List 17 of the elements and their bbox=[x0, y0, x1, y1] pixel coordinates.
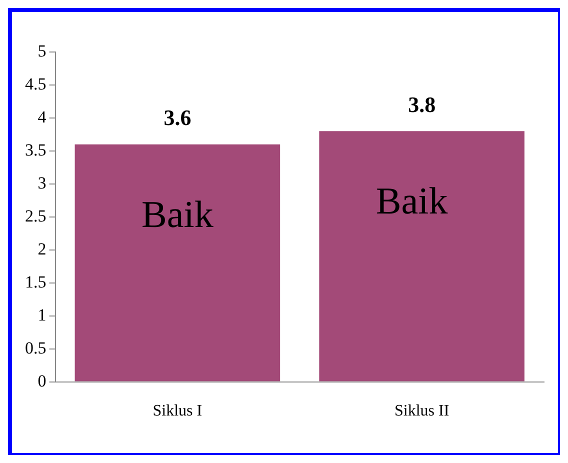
y-tick-label: 3 bbox=[38, 173, 46, 192]
data-label: 3.8 bbox=[408, 92, 436, 117]
y-tick-label: 4.5 bbox=[25, 74, 46, 94]
y-tick-label: 0.5 bbox=[25, 338, 46, 358]
y-tick-label: 1 bbox=[38, 305, 46, 324]
x-tick-label: Siklus I bbox=[152, 402, 202, 420]
y-tick-label: 3.5 bbox=[25, 140, 46, 160]
annotation: Baik bbox=[142, 194, 214, 236]
y-tick-label: 1.5 bbox=[25, 272, 46, 292]
y-tick-label: 0 bbox=[38, 371, 46, 390]
annotation: Baik bbox=[376, 180, 448, 223]
y-tick-label: 5 bbox=[38, 41, 46, 60]
x-tick-label: Siklus II bbox=[394, 402, 450, 420]
y-tick-label: 4 bbox=[38, 107, 47, 126]
data-label: 3.6 bbox=[164, 105, 192, 130]
y-tick-label: 2.5 bbox=[25, 206, 46, 226]
y-tick-label: 2 bbox=[38, 239, 46, 258]
